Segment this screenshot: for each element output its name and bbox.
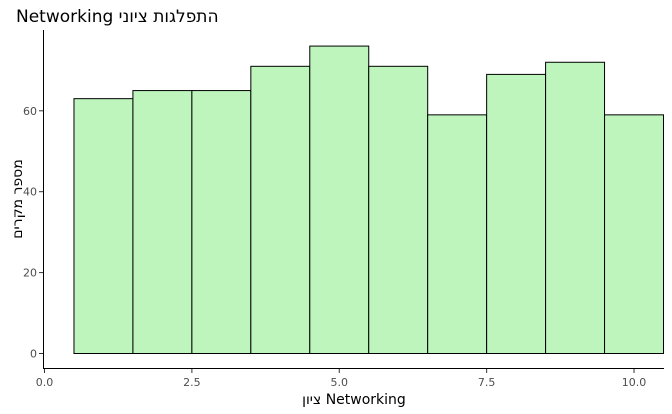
y-axis-ticks: 0 20 40 60 <box>23 105 43 361</box>
y-tick-label: 60 <box>23 105 37 118</box>
x-axis-ticks: 0.0 2.5 5.0 7.5 10.0 <box>36 369 647 389</box>
x-tick-label: 7.5 <box>478 376 496 389</box>
y-tick-label: 20 <box>23 267 37 280</box>
x-tick-label: 0.0 <box>36 376 54 389</box>
histogram-bar <box>545 61 606 354</box>
x-tick-label: 5.0 <box>331 376 349 389</box>
x-tick-label: 10.0 <box>622 376 647 389</box>
histogram-bar <box>191 90 252 354</box>
y-tick-label: 0 <box>30 348 37 361</box>
y-axis-title: מספר מקרים <box>10 159 26 238</box>
x-tick-label: 2.5 <box>183 376 201 389</box>
chart-title: התפלגות ציוני Networking <box>16 7 219 27</box>
histogram-bar <box>368 65 429 355</box>
histogram-bar <box>486 73 547 355</box>
y-tick-label: 40 <box>23 186 37 199</box>
histogram-bar <box>309 45 370 355</box>
histogram-bar <box>73 98 134 355</box>
bars-group <box>73 45 664 355</box>
histogram-bar <box>250 65 311 355</box>
x-axis-title: ציון Networking <box>302 392 406 408</box>
histogram-bar <box>427 114 488 354</box>
histogram-bar <box>132 90 193 354</box>
histogram-bar <box>604 114 664 354</box>
